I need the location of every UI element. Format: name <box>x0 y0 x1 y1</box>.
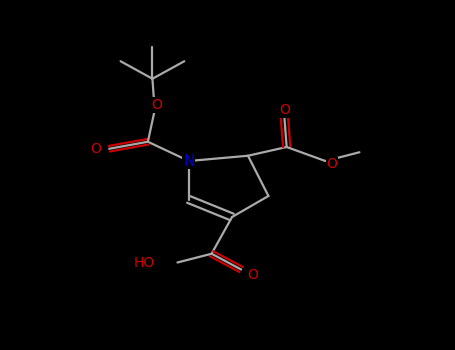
Text: O: O <box>152 98 162 112</box>
Text: O: O <box>90 142 101 156</box>
Text: HO: HO <box>133 256 155 270</box>
Text: O: O <box>279 103 290 117</box>
Text: N: N <box>183 154 195 168</box>
Text: O: O <box>327 158 338 172</box>
Text: O: O <box>247 268 258 282</box>
